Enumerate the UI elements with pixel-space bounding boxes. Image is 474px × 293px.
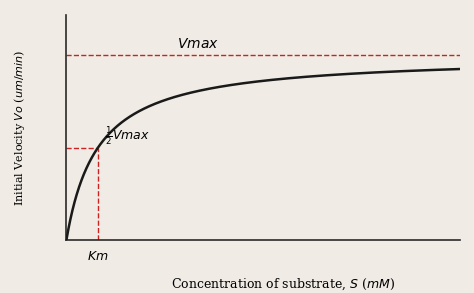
Text: $Km$: $Km$	[87, 251, 109, 263]
Text: Concentration of substrate, $S$ ($mM$): Concentration of substrate, $S$ ($mM$)	[171, 276, 395, 292]
Text: $Vmax$: $Vmax$	[176, 37, 219, 51]
Text: $\frac{1}{2}$$Vmax$: $\frac{1}{2}$$Vmax$	[105, 125, 150, 147]
Text: Initial Velocity $Vo$ ($um/min$): Initial Velocity $Vo$ ($um/min$)	[12, 49, 27, 206]
